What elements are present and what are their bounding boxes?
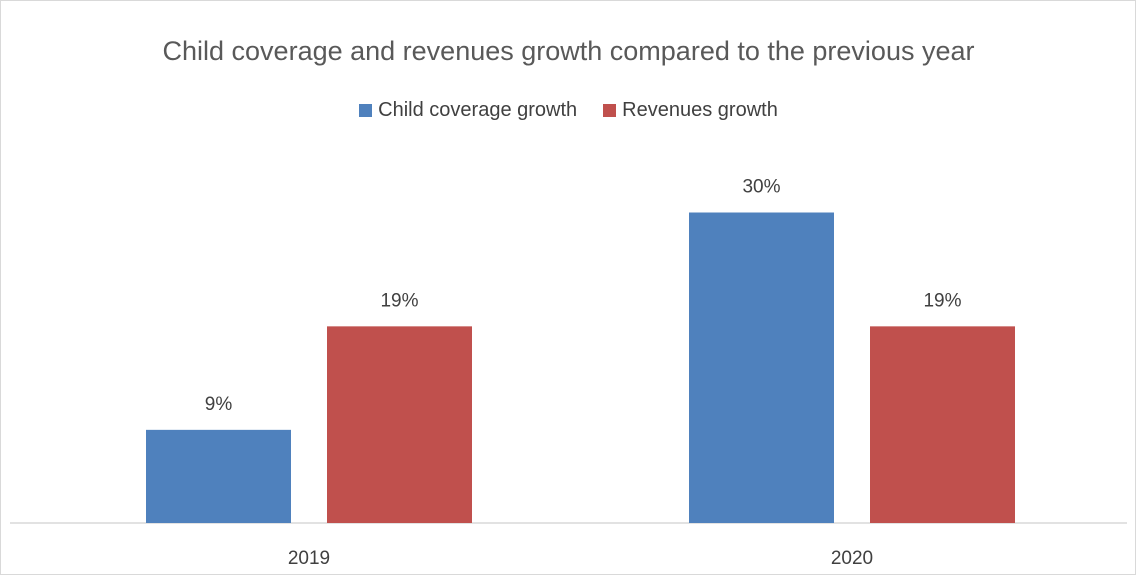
- x-tick-label-2019: 2019: [288, 548, 330, 569]
- data-label-revenues-2019: 19%: [380, 290, 418, 311]
- bar-child-coverage-2020: [689, 212, 834, 523]
- bar-revenues-2019: [327, 326, 472, 523]
- chart-title: Child coverage and revenues growth compa…: [162, 36, 975, 66]
- legend-item-revenues: Revenues growth: [603, 99, 778, 122]
- data-label-child-coverage-2019: 9%: [205, 394, 233, 415]
- legend-swatch-revenues: [603, 104, 617, 117]
- legend-swatch-child-coverage: [359, 104, 373, 117]
- legend-label-child-coverage: Child coverage growth: [378, 99, 578, 121]
- legend-item-child-coverage: Child coverage growth: [359, 99, 577, 122]
- bar-child-coverage-2019: [146, 429, 291, 523]
- legend-label-revenues: Revenues growth: [622, 99, 778, 121]
- x-tick-label-2020: 2020: [831, 548, 873, 569]
- data-label-revenues-2020: 19%: [923, 290, 961, 311]
- data-label-child-coverage-2020: 30%: [742, 177, 780, 198]
- bar-revenues-2020: [870, 326, 1015, 523]
- chart-legend: Child coverage growth Revenues growth: [0, 99, 1137, 122]
